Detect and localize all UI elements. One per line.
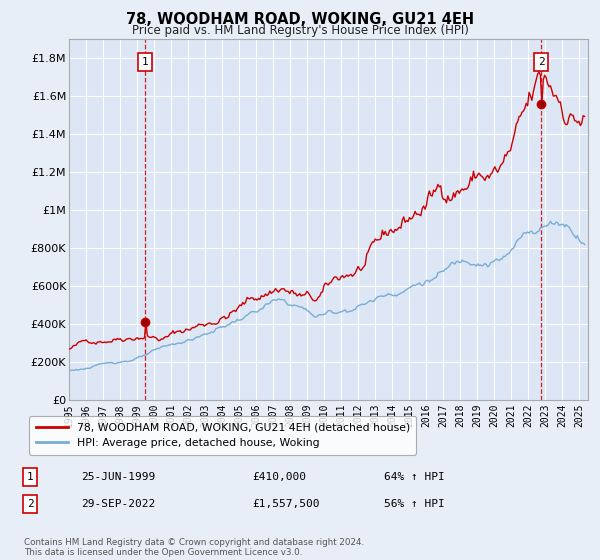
Text: 1: 1 [26, 472, 34, 482]
Text: 29-SEP-2022: 29-SEP-2022 [81, 499, 155, 509]
Text: 2: 2 [538, 57, 545, 67]
Legend: 78, WOODHAM ROAD, WOKING, GU21 4EH (detached house), HPI: Average price, detache: 78, WOODHAM ROAD, WOKING, GU21 4EH (deta… [29, 416, 416, 455]
Text: Contains HM Land Registry data © Crown copyright and database right 2024.
This d: Contains HM Land Registry data © Crown c… [24, 538, 364, 557]
Text: 78, WOODHAM ROAD, WOKING, GU21 4EH: 78, WOODHAM ROAD, WOKING, GU21 4EH [126, 12, 474, 27]
Text: 2: 2 [26, 499, 34, 509]
Text: 56% ↑ HPI: 56% ↑ HPI [384, 499, 445, 509]
Text: 25-JUN-1999: 25-JUN-1999 [81, 472, 155, 482]
Text: 1: 1 [142, 57, 149, 67]
Text: Price paid vs. HM Land Registry's House Price Index (HPI): Price paid vs. HM Land Registry's House … [131, 24, 469, 36]
Text: £1,557,500: £1,557,500 [252, 499, 320, 509]
Text: £410,000: £410,000 [252, 472, 306, 482]
Text: 64% ↑ HPI: 64% ↑ HPI [384, 472, 445, 482]
